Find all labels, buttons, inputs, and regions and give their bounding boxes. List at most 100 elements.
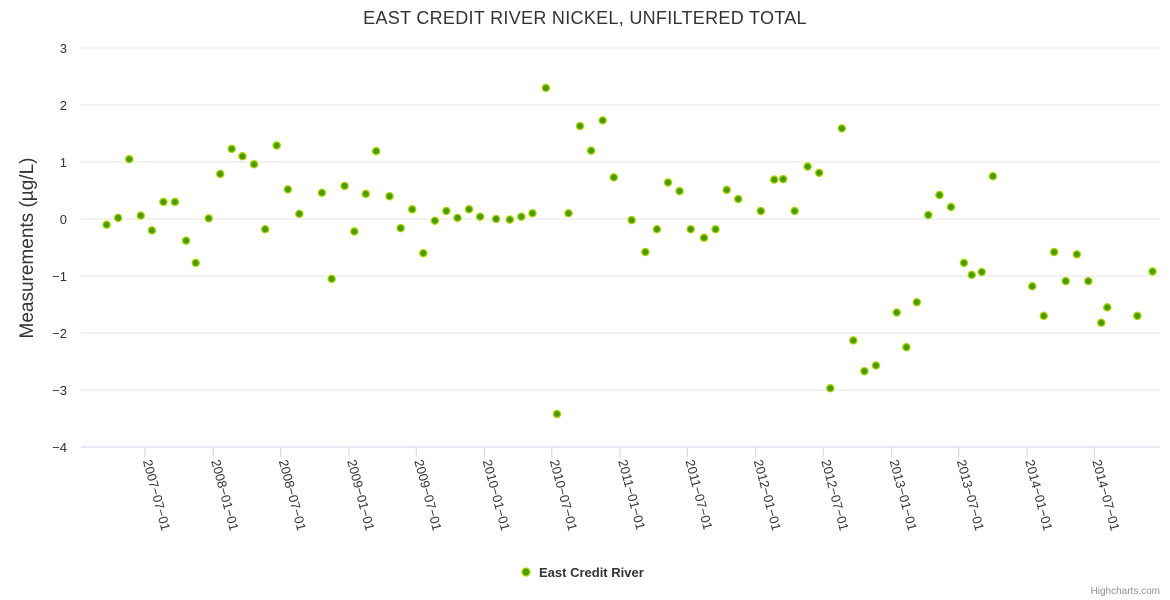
data-point[interactable] <box>860 366 869 376</box>
data-point[interactable] <box>641 247 650 257</box>
data-point[interactable] <box>453 213 462 223</box>
data-point[interactable] <box>837 124 847 133</box>
data-point[interactable] <box>575 121 585 131</box>
legend-marker[interactable] <box>521 567 531 577</box>
data-point[interactable] <box>912 297 922 307</box>
data-point[interactable] <box>1097 318 1106 327</box>
data-point[interactable] <box>946 202 956 212</box>
data-point[interactable] <box>967 270 977 280</box>
data-point[interactable] <box>1148 267 1157 276</box>
data-point[interactable] <box>170 197 180 207</box>
data-point[interactable] <box>517 212 526 221</box>
data-point[interactable] <box>686 225 695 234</box>
data-point[interactable] <box>249 160 259 169</box>
data-point[interactable] <box>756 206 766 216</box>
data-point[interactable] <box>215 169 225 179</box>
data-point[interactable] <box>528 209 537 218</box>
data-point[interactable] <box>564 209 573 218</box>
data-point[interactable] <box>350 227 359 236</box>
x-tick-label: 2010−07−01 <box>547 458 580 532</box>
x-tick-label: 2011−07−01 <box>682 458 715 531</box>
data-point[interactable] <box>407 205 417 214</box>
data-point[interactable] <box>327 274 336 284</box>
data-point[interactable] <box>924 210 933 220</box>
data-point[interactable] <box>1103 303 1112 312</box>
data-point[interactable] <box>902 342 911 352</box>
data-point[interactable] <box>102 220 111 229</box>
data-point[interactable] <box>959 258 969 268</box>
data-point[interactable] <box>733 194 743 204</box>
x-tick-label: 2014−01−01 <box>1022 458 1055 532</box>
data-point[interactable] <box>317 188 327 198</box>
data-point[interactable] <box>988 171 998 181</box>
data-point[interactable] <box>125 154 134 164</box>
data-point[interactable] <box>191 258 200 268</box>
data-point[interactable] <box>977 267 987 277</box>
data-point[interactable] <box>272 141 281 150</box>
data-point[interactable] <box>803 162 812 171</box>
data-point[interactable] <box>283 185 293 194</box>
data-point[interactable] <box>419 248 428 258</box>
x-axis-ticks: 2007−07−01 2008−01−01 2008−07−01 2009−01−01… <box>140 447 1123 532</box>
data-point[interactable] <box>892 308 901 317</box>
data-point[interactable] <box>227 144 236 154</box>
data-point[interactable] <box>663 178 673 187</box>
data-point[interactable] <box>181 236 191 245</box>
x-tick-label: 2011−01−01 <box>615 458 648 531</box>
credits-link[interactable]: Highcharts.com <box>1091 586 1160 597</box>
data-point[interactable] <box>552 409 562 419</box>
data-point[interactable] <box>159 197 168 207</box>
data-point[interactable] <box>113 213 123 223</box>
data-point[interactable] <box>586 146 596 155</box>
data-point[interactable] <box>598 116 607 125</box>
data-point[interactable] <box>826 384 835 393</box>
data-point[interactable] <box>541 83 551 93</box>
data-point[interactable] <box>491 214 501 224</box>
data-point[interactable] <box>260 225 270 234</box>
data-point[interactable] <box>1039 311 1049 321</box>
data-point[interactable] <box>442 206 451 216</box>
data-point[interactable] <box>385 191 394 201</box>
data-point[interactable] <box>1061 276 1070 286</box>
data-point[interactable] <box>935 190 944 200</box>
data-point[interactable] <box>464 205 474 214</box>
data-point[interactable] <box>871 361 881 370</box>
data-point[interactable] <box>627 215 636 225</box>
data-point[interactable] <box>1133 311 1142 321</box>
data-point[interactable] <box>1049 247 1059 257</box>
y-tick-label: −2 <box>52 326 67 341</box>
data-point[interactable] <box>475 212 485 221</box>
series-points[interactable] <box>102 83 1157 419</box>
data-point[interactable] <box>699 233 709 243</box>
data-point[interactable] <box>778 174 788 184</box>
data-point[interactable] <box>361 189 371 199</box>
data-point[interactable] <box>1084 276 1093 286</box>
legend[interactable]: East Credit River <box>521 565 644 580</box>
data-point[interactable] <box>371 146 381 156</box>
data-point[interactable] <box>340 181 349 191</box>
data-point[interactable] <box>790 206 799 216</box>
data-point[interactable] <box>1072 250 1082 259</box>
data-point[interactable] <box>849 336 858 345</box>
data-point[interactable] <box>204 214 213 223</box>
x-tick-label: 2009−07−01 <box>411 458 444 532</box>
data-point[interactable] <box>711 225 720 234</box>
data-point[interactable] <box>722 185 731 195</box>
data-point[interactable] <box>295 209 304 219</box>
y-tick-label: 2 <box>60 98 67 113</box>
data-point[interactable] <box>814 168 824 178</box>
data-point[interactable] <box>505 215 515 224</box>
data-point[interactable] <box>238 152 247 161</box>
data-point[interactable] <box>675 186 684 196</box>
data-point[interactable] <box>147 226 157 235</box>
data-point[interactable] <box>769 175 779 184</box>
legend-item-label[interactable]: East Credit River <box>539 565 644 580</box>
data-point[interactable] <box>430 216 440 225</box>
data-point[interactable] <box>396 223 405 233</box>
x-tick-label: 2014−07−01 <box>1089 458 1122 532</box>
data-point[interactable] <box>1028 282 1037 291</box>
data-point[interactable] <box>652 225 662 234</box>
x-tick-label: 2007−07−01 <box>140 458 173 532</box>
data-point[interactable] <box>609 173 619 182</box>
data-point[interactable] <box>136 211 146 220</box>
